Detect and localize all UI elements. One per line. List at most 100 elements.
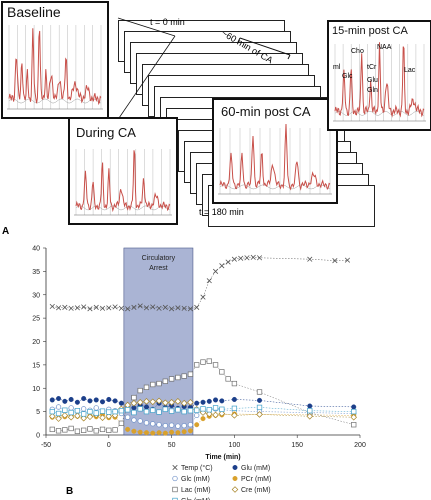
x-tick-label: 100	[229, 442, 241, 449]
data-point	[181, 305, 187, 311]
t180-label: t = 180 min	[199, 207, 244, 217]
data-point	[150, 381, 156, 388]
data-point	[149, 398, 157, 406]
data-point	[74, 428, 81, 434]
data-point	[99, 305, 106, 311]
data-point	[175, 407, 181, 413]
data-point	[156, 380, 162, 387]
data-point	[131, 428, 137, 434]
t0-label: t = 0 min	[150, 17, 185, 27]
data-point	[206, 358, 212, 364]
data-point	[49, 408, 55, 415]
data-point	[175, 374, 181, 381]
data-point	[231, 486, 239, 493]
y-tick-label: 0	[36, 433, 40, 440]
series-temp	[49, 254, 351, 312]
data-point	[106, 409, 112, 415]
data-point	[56, 396, 62, 402]
data-point	[244, 255, 250, 261]
data-point	[86, 413, 94, 421]
data-point	[219, 406, 225, 412]
x-tick-label: 150	[291, 442, 303, 449]
data-point	[150, 430, 156, 436]
y-tick-label: 25	[32, 316, 40, 323]
during-ca-spectrum	[74, 149, 172, 216]
legend-label: Gln (mM)	[181, 498, 210, 500]
data-point	[351, 404, 357, 410]
data-point	[168, 398, 175, 406]
x-tick-label: -50	[41, 442, 51, 449]
data-point	[194, 400, 200, 406]
legend-item: Cre (mM)	[231, 486, 271, 494]
data-point	[68, 409, 74, 416]
baseline-spectrum	[7, 25, 103, 110]
data-point	[137, 418, 143, 424]
data-point	[200, 294, 206, 300]
data-point	[332, 258, 338, 264]
data-point	[106, 396, 112, 402]
post60-spectrum-panel: 60-min post CA	[212, 98, 338, 204]
data-point	[180, 399, 188, 407]
data-point	[162, 304, 168, 310]
data-point	[212, 411, 219, 419]
post60-title: 60-min post CA	[221, 104, 311, 119]
data-point	[219, 263, 225, 269]
post15-title: 15-min post CA	[332, 25, 408, 37]
data-point	[112, 408, 118, 415]
data-point	[61, 412, 69, 419]
data-point	[187, 408, 194, 414]
data-point	[256, 255, 263, 261]
legend-label: Lac (mM)	[181, 487, 211, 494]
data-point	[67, 413, 75, 421]
data-point	[124, 414, 131, 420]
data-point	[81, 406, 87, 412]
legend-label: Glu (mM)	[241, 465, 270, 472]
data-point	[307, 408, 313, 414]
legend-item: Gln (mM)	[172, 497, 210, 500]
chart-legend: Temp (°C) Glu (mM) Glc (mM) PCr (mM) Lac (mM…	[172, 464, 271, 500]
x-tick-label: 200	[354, 442, 366, 449]
x-axis-label: Time (min)	[205, 454, 240, 461]
legend-item: Temp (°C)	[172, 464, 213, 472]
data-point	[187, 422, 194, 428]
data-point	[118, 400, 124, 406]
ca-bracket	[117, 17, 291, 119]
during-ca-spectrum-panel: During CA	[68, 117, 178, 225]
data-point	[68, 405, 74, 411]
data-point	[81, 396, 87, 402]
circulatory-arrest-label: Arrest	[149, 265, 168, 272]
data-point	[74, 399, 80, 405]
legend-label: Glc (mM)	[181, 476, 210, 483]
data-point	[238, 255, 244, 261]
spectrum-baseline-fit	[219, 184, 331, 190]
spectrum-baseline-fit	[334, 111, 425, 116]
data-point	[93, 304, 99, 310]
data-point	[93, 397, 99, 403]
data-point	[62, 398, 68, 404]
data-point	[175, 430, 181, 436]
data-point	[181, 429, 187, 435]
data-point	[231, 256, 237, 262]
y-tick-label: 40	[32, 246, 40, 253]
data-point	[219, 369, 225, 375]
legend-item: Glc (mM)	[172, 475, 210, 483]
data-point	[307, 403, 313, 409]
data-point	[181, 408, 187, 415]
data-point	[150, 304, 156, 310]
data-point	[256, 411, 263, 418]
data-point	[169, 429, 175, 435]
data-point	[162, 422, 168, 429]
series-gln	[49, 404, 357, 417]
data-point	[118, 420, 125, 426]
data-point	[200, 399, 206, 405]
data-point	[218, 410, 226, 417]
data-point	[136, 398, 144, 406]
data-point	[124, 407, 131, 413]
data-point	[112, 427, 118, 433]
data-point	[200, 359, 206, 365]
peak-label-tcr: tCr	[367, 64, 377, 71]
data-point	[100, 399, 106, 405]
data-point	[194, 422, 200, 428]
data-point	[232, 475, 238, 481]
data-point	[181, 422, 187, 429]
